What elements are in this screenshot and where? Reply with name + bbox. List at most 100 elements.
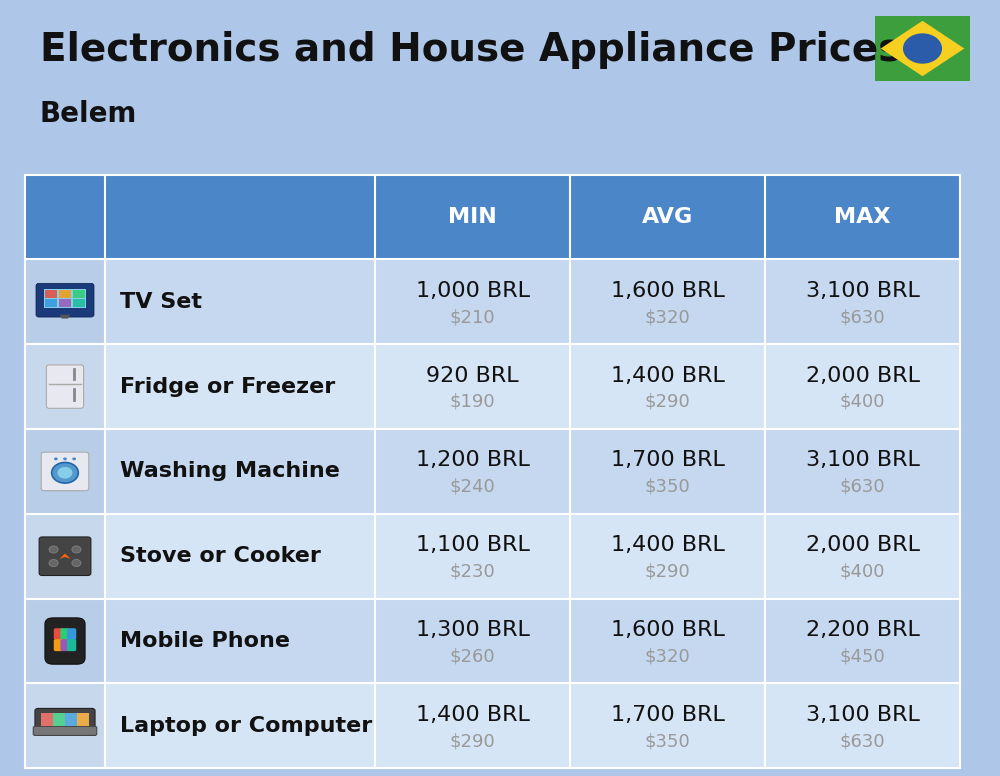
Circle shape — [72, 457, 76, 460]
FancyBboxPatch shape — [375, 259, 570, 345]
Text: 1,700 BRL: 1,700 BRL — [611, 450, 724, 470]
Text: 3,100 BRL: 3,100 BRL — [806, 450, 919, 470]
Text: $350: $350 — [645, 732, 690, 750]
Text: $450: $450 — [840, 647, 885, 665]
Circle shape — [54, 457, 58, 460]
Text: $190: $190 — [450, 393, 495, 411]
FancyBboxPatch shape — [25, 259, 105, 345]
Text: MIN: MIN — [448, 207, 497, 227]
Text: $230: $230 — [450, 563, 495, 580]
FancyBboxPatch shape — [45, 300, 57, 307]
FancyBboxPatch shape — [67, 629, 76, 640]
Text: $320: $320 — [645, 647, 690, 665]
Circle shape — [49, 546, 58, 553]
FancyBboxPatch shape — [105, 598, 375, 684]
FancyBboxPatch shape — [55, 629, 75, 651]
FancyBboxPatch shape — [60, 629, 70, 640]
FancyBboxPatch shape — [36, 283, 94, 317]
FancyBboxPatch shape — [875, 16, 970, 81]
Circle shape — [63, 457, 67, 460]
FancyBboxPatch shape — [73, 290, 85, 298]
FancyBboxPatch shape — [570, 514, 765, 598]
Text: 1,300 BRL: 1,300 BRL — [416, 620, 529, 640]
FancyBboxPatch shape — [375, 514, 570, 598]
FancyBboxPatch shape — [53, 712, 65, 726]
Text: 1,200 BRL: 1,200 BRL — [416, 450, 529, 470]
FancyBboxPatch shape — [105, 345, 375, 429]
FancyBboxPatch shape — [375, 175, 570, 259]
Circle shape — [903, 33, 942, 64]
Text: $290: $290 — [645, 393, 690, 411]
FancyBboxPatch shape — [54, 629, 63, 640]
FancyBboxPatch shape — [570, 598, 765, 684]
FancyBboxPatch shape — [65, 712, 77, 726]
FancyBboxPatch shape — [105, 259, 375, 345]
FancyBboxPatch shape — [25, 514, 105, 598]
FancyBboxPatch shape — [44, 289, 86, 308]
Circle shape — [58, 467, 72, 479]
Text: 1,600 BRL: 1,600 BRL — [611, 281, 724, 301]
FancyBboxPatch shape — [765, 259, 960, 345]
Text: $630: $630 — [840, 478, 885, 496]
Text: $400: $400 — [840, 393, 885, 411]
FancyBboxPatch shape — [41, 712, 53, 726]
Text: $290: $290 — [645, 563, 690, 580]
FancyBboxPatch shape — [45, 618, 85, 664]
FancyBboxPatch shape — [105, 514, 375, 598]
FancyBboxPatch shape — [54, 639, 63, 651]
Text: 1,400 BRL: 1,400 BRL — [611, 365, 724, 386]
FancyBboxPatch shape — [39, 537, 91, 576]
FancyBboxPatch shape — [25, 175, 105, 259]
FancyBboxPatch shape — [570, 345, 765, 429]
Text: AVG: AVG — [642, 207, 693, 227]
Circle shape — [72, 546, 81, 553]
FancyBboxPatch shape — [25, 345, 105, 429]
Text: 1,400 BRL: 1,400 BRL — [611, 535, 724, 555]
FancyBboxPatch shape — [73, 300, 85, 307]
FancyBboxPatch shape — [765, 598, 960, 684]
FancyBboxPatch shape — [375, 684, 570, 768]
FancyBboxPatch shape — [59, 290, 71, 298]
Text: $210: $210 — [450, 308, 495, 326]
Text: MAX: MAX — [834, 207, 891, 227]
FancyBboxPatch shape — [105, 175, 375, 259]
FancyBboxPatch shape — [105, 684, 375, 768]
Text: 2,200 BRL: 2,200 BRL — [806, 620, 919, 640]
FancyBboxPatch shape — [33, 726, 97, 736]
Polygon shape — [881, 21, 964, 76]
FancyBboxPatch shape — [60, 639, 70, 651]
Text: $240: $240 — [450, 478, 495, 496]
FancyBboxPatch shape — [105, 429, 375, 514]
FancyBboxPatch shape — [25, 684, 105, 768]
FancyBboxPatch shape — [765, 175, 960, 259]
FancyBboxPatch shape — [765, 429, 960, 514]
Polygon shape — [60, 553, 70, 559]
Text: Laptop or Computer: Laptop or Computer — [120, 715, 372, 736]
FancyBboxPatch shape — [25, 429, 105, 514]
FancyBboxPatch shape — [45, 290, 57, 298]
FancyBboxPatch shape — [25, 598, 105, 684]
Text: $630: $630 — [840, 308, 885, 326]
Text: Electronics and House Appliance Prices: Electronics and House Appliance Prices — [40, 32, 901, 69]
Circle shape — [52, 462, 78, 483]
FancyBboxPatch shape — [35, 708, 95, 730]
Text: Stove or Cooker: Stove or Cooker — [120, 546, 321, 566]
Text: 1,600 BRL: 1,600 BRL — [611, 620, 724, 640]
FancyBboxPatch shape — [570, 259, 765, 345]
FancyBboxPatch shape — [375, 598, 570, 684]
Text: Fridge or Freezer: Fridge or Freezer — [120, 376, 335, 397]
Text: 2,000 BRL: 2,000 BRL — [806, 365, 920, 386]
Text: Mobile Phone: Mobile Phone — [120, 631, 290, 651]
Text: $350: $350 — [645, 478, 690, 496]
Text: 1,700 BRL: 1,700 BRL — [611, 705, 724, 725]
FancyBboxPatch shape — [41, 452, 89, 490]
Text: 1,000 BRL: 1,000 BRL — [416, 281, 530, 301]
FancyBboxPatch shape — [765, 684, 960, 768]
Text: 920 BRL: 920 BRL — [426, 365, 519, 386]
Text: Belem: Belem — [40, 100, 137, 128]
FancyBboxPatch shape — [77, 712, 89, 726]
Text: $400: $400 — [840, 563, 885, 580]
Text: Washing Machine: Washing Machine — [120, 462, 340, 481]
FancyBboxPatch shape — [765, 345, 960, 429]
Text: $290: $290 — [450, 732, 495, 750]
